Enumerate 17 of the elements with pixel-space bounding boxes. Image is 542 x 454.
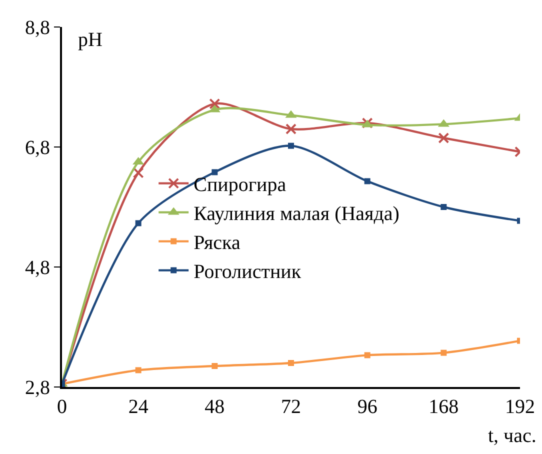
y-tick-label: 4,8 — [25, 257, 50, 279]
legend-label: Роголистник — [194, 261, 302, 284]
x-tick-label: 48 — [204, 396, 225, 418]
x-tick-label: 0 — [57, 396, 67, 418]
legend-label: Каулиния малая (Наяда) — [194, 203, 400, 226]
x-tick-label: 24 — [128, 396, 148, 418]
x-tick-label: 72 — [281, 396, 301, 418]
y-axis-title: pH — [78, 29, 102, 51]
y-tick-label: 6,8 — [25, 137, 50, 159]
x-tick-label: 192 — [505, 396, 535, 418]
x-tick-label: 96 — [357, 396, 378, 418]
x-tick-label: 168 — [428, 396, 459, 418]
legend-label: Спирогира — [194, 174, 286, 196]
y-tick-label: 8,8 — [25, 17, 50, 39]
x-axis-title: t, час. — [488, 425, 536, 447]
y-tick-label: 2,8 — [25, 377, 50, 399]
legend-label: Ряска — [194, 232, 240, 254]
